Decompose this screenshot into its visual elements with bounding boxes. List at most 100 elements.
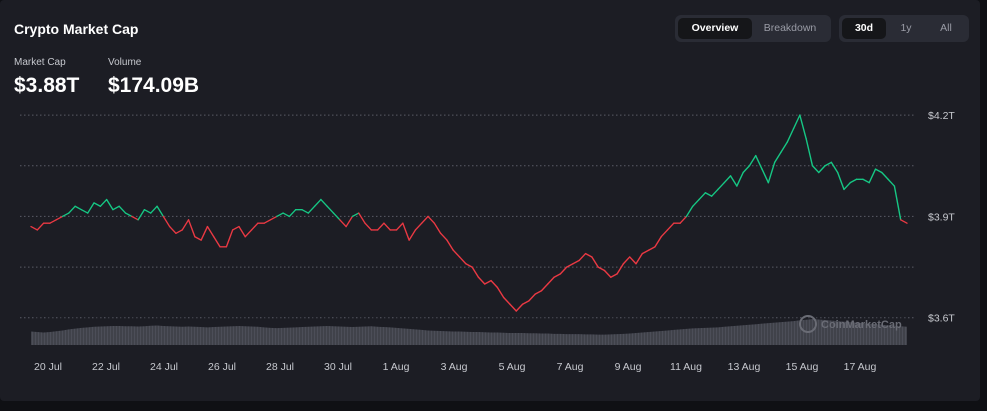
price-segment-93 (616, 263, 625, 275)
price-segment-133 (868, 168, 877, 184)
price-segment-49 (339, 219, 347, 228)
price-segment-60 (408, 229, 417, 241)
price-segment-124 (811, 165, 820, 174)
price-segment-94 (622, 256, 631, 265)
range-30d-tab[interactable]: 30d (842, 18, 886, 39)
price-segment-81 (540, 283, 549, 292)
x-tick-label-2: 24 Jul (150, 361, 178, 373)
price-segment-107 (704, 192, 713, 197)
price-segment-68 (458, 256, 467, 265)
price-segment-6 (68, 205, 76, 214)
overview-tab[interactable]: Overview (678, 18, 752, 39)
price-segment-67 (452, 249, 461, 258)
price-segment-96 (635, 252, 644, 265)
market-cap-value: $3.88T (14, 74, 80, 97)
price-segment-123 (805, 138, 814, 167)
x-tick-label-5: 30 Jul (324, 361, 352, 373)
price-segment-132 (862, 178, 870, 184)
y-tick-label-2: $3.6T (928, 313, 955, 325)
price-segment-70 (471, 266, 480, 278)
price-segment-78 (521, 300, 530, 305)
price-segment-122 (799, 114, 807, 140)
price-segment-84 (559, 266, 568, 275)
x-tick-label-12: 13 Aug (728, 361, 761, 373)
range-1y-tab[interactable]: 1y (900, 22, 912, 34)
price-segment-50 (345, 215, 354, 228)
price-segment-59 (402, 222, 410, 241)
price-segment-25 (187, 219, 196, 238)
price-segment-119 (780, 141, 788, 153)
price-segment-31 (225, 229, 234, 248)
watermark-text: CoinMarketCap (821, 319, 902, 331)
price-segment-14 (118, 205, 127, 214)
price-segment-41 (288, 208, 297, 218)
price-segment-55 (376, 222, 385, 231)
price-segment-89 (591, 256, 599, 268)
market-cap-chart[interactable]: $4.2T $3.9T $3.6T 20 Jul 22 Jul 24 Jul 26 Jul… (0, 0, 980, 401)
price-segment-72 (484, 279, 492, 285)
price-segment-101 (666, 222, 675, 231)
x-tick-label-11: 11 Aug (670, 361, 702, 373)
price-segment-56 (383, 222, 391, 231)
price-segment-74 (496, 286, 505, 299)
range-toggle: 30d 1y All (839, 15, 969, 42)
x-tick-label-1: 22 Jul (92, 361, 120, 373)
price-segment-92 (610, 273, 618, 278)
x-tick-label-14: 17 Aug (844, 361, 877, 373)
price-segment-53 (364, 222, 373, 231)
price-segment-83 (553, 273, 562, 278)
price-segment-62 (421, 215, 429, 224)
price-segment-121 (792, 114, 801, 130)
price-segment-52 (358, 212, 366, 224)
price-segment-98 (647, 246, 656, 251)
price-segment-17 (137, 208, 146, 221)
price-segment-11 (99, 198, 108, 208)
price-segment-115 (755, 154, 763, 170)
volume-value: $174.09B (108, 74, 200, 97)
breakdown-tab[interactable]: Breakdown (763, 22, 817, 34)
price-line (30, 114, 908, 312)
price-segment-118 (773, 151, 782, 164)
x-tick-label-7: 3 Aug (441, 361, 468, 373)
price-segment-110 (723, 175, 732, 184)
price-segment-39 (276, 212, 284, 218)
price-segment-112 (736, 171, 744, 187)
price-segment-79 (528, 293, 536, 302)
market-cap-label: Market Cap (14, 57, 66, 68)
price-segment-113 (742, 165, 751, 174)
price-segment-125 (818, 165, 826, 174)
price-segment-71 (477, 276, 486, 285)
y-axis-labels: $4.2T $3.9T $3.6T (928, 110, 955, 325)
page-title: Crypto Market Cap (14, 21, 139, 37)
price-segment-138 (899, 219, 908, 224)
price-segment-80 (534, 290, 543, 295)
price-segment-136 (887, 178, 896, 187)
price-segment-105 (692, 198, 700, 208)
price-segment-23 (175, 229, 183, 235)
price-segment-76 (509, 303, 517, 312)
price-segment-43 (301, 208, 309, 214)
price-segment-21 (162, 215, 171, 228)
price-segment-117 (767, 161, 776, 184)
price-segment-38 (269, 215, 278, 221)
price-segment-24 (181, 219, 190, 231)
price-segment-10 (93, 202, 102, 208)
price-segment-130 (849, 178, 858, 184)
price-segment-16 (131, 215, 139, 221)
x-tick-label-10: 9 Aug (615, 361, 642, 373)
price-segment-69 (465, 263, 473, 268)
coinmarketcap-logo-icon (799, 315, 817, 333)
range-all-tab[interactable]: All (940, 22, 952, 34)
price-segment-82 (547, 276, 555, 285)
price-segment-51 (351, 212, 360, 218)
volume-bars (30, 305, 908, 345)
price-segment-75 (502, 296, 511, 305)
price-segment-9 (87, 202, 95, 214)
price-segment-20 (156, 205, 165, 218)
price-segment-114 (748, 154, 757, 167)
volume-hatching (30, 305, 908, 345)
price-segment-77 (515, 303, 524, 312)
price-segment-99 (654, 235, 662, 248)
price-segment-3 (49, 219, 57, 224)
price-segment-103 (679, 215, 688, 224)
